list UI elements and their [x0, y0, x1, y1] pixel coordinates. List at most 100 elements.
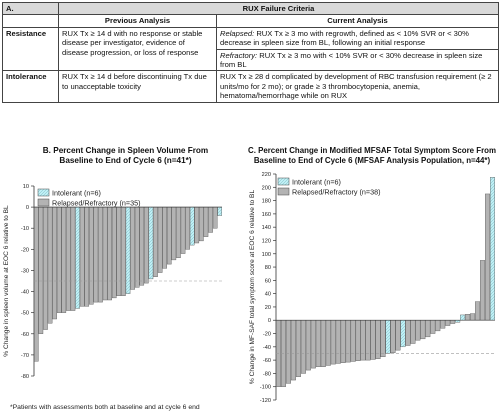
bar-relapsed-refractory — [212, 206, 218, 229]
legend-label-intolerant: Intolerant (n=6) — [52, 189, 101, 198]
y-tick-label: -20 — [21, 247, 29, 253]
bar-relapsed-refractory — [66, 206, 71, 311]
bar-relapsed-refractory — [350, 320, 356, 362]
panel-c-title: C. Percent Change in Modified MFSAF Tota… — [244, 146, 500, 166]
bar-relapsed-refractory — [470, 313, 476, 321]
bar-relapsed-refractory — [61, 206, 67, 313]
y-tick-label: -120 — [260, 398, 271, 402]
bar-relapsed-refractory — [290, 320, 296, 381]
y-tick-label: -10 — [21, 226, 29, 232]
bar-relapsed-refractory — [162, 206, 167, 269]
bar-relapsed-refractory — [465, 314, 471, 321]
legend: Intolerant (n=6)Relapsed/Refractory (n=3… — [37, 189, 141, 208]
y-tick-label: -60 — [21, 332, 29, 338]
y-tick-label: -70 — [21, 353, 29, 359]
y-axis-label: % Change in MF-SAF total symptom score a… — [249, 190, 256, 385]
bar-relapsed-refractory — [130, 206, 135, 290]
resistance-refractory: Refractory: RUX Tx ≥ 3 mo with < 10% SVR… — [217, 48, 498, 71]
bar-relapsed-refractory — [166, 206, 172, 265]
bar-relapsed-refractory — [34, 206, 39, 362]
legend-label-intolerant: Intolerant (n=6) — [292, 178, 341, 187]
bar-relapsed-refractory — [139, 206, 145, 286]
bar-relapsed-refractory — [52, 206, 57, 320]
bar-relapsed-refractory — [315, 320, 321, 367]
bar-relapsed-refractory — [305, 320, 311, 371]
bar-relapsed-refractory — [111, 206, 117, 299]
bar-relapsed-refractory — [70, 206, 76, 311]
bar-relapsed-refractory — [480, 260, 486, 321]
spleen-volume-waterfall-chart: 10 0 -10 -20 -30 -40 -50 -60 -70 -80 % Change in s… — [3, 184, 223, 380]
panel-a-label: A. — [2, 1, 59, 16]
bar-relapsed-refractory — [102, 206, 108, 301]
bar-intolerant — [125, 206, 131, 294]
bar-relapsed-refractory — [415, 320, 421, 341]
legend-swatch-relapsed — [37, 198, 50, 207]
bar-relapsed-refractory — [300, 320, 306, 374]
y-tick-label: 0 — [26, 205, 29, 211]
bar-relapsed-refractory — [340, 320, 346, 363]
bar-intolerant — [400, 320, 406, 348]
legend-label-relapsed: Relapsed/Refractory (n=35) — [52, 199, 141, 208]
bar-relapsed-refractory — [335, 320, 341, 364]
criteria-table: A. RUX Failure Criteria Previous Analysi… — [2, 1, 499, 103]
bar-relapsed-refractory — [375, 320, 381, 359]
symptom-score-waterfall-chart: 220200180160140120100806040200-20-40-60-… — [249, 172, 496, 402]
footnote: *Patients with assessments both at basel… — [10, 404, 200, 411]
criteria-table-header: A. RUX Failure Criteria — [2, 1, 499, 16]
bar-relapsed-refractory — [440, 320, 446, 329]
bar-relapsed-refractory — [355, 320, 361, 361]
bar-relapsed-refractory — [365, 320, 371, 361]
legend-label-relapsed: Relapsed/Refractory (n=38) — [292, 188, 381, 197]
bar-relapsed-refractory — [430, 320, 436, 334]
criteria-row-resistance: Resistance RUX Tx ≥ 14 d with no respons… — [2, 26, 499, 72]
y-tick-label: 180 — [262, 199, 271, 205]
bar-relapsed-refractory — [180, 206, 186, 254]
row-label-resistance: Resistance — [2, 26, 59, 72]
refractory-prefix: Refractory: — [220, 50, 258, 60]
y-tick-label: 10 — [23, 184, 29, 190]
bar-relapsed-refractory — [199, 206, 204, 242]
bar-relapsed-refractory — [47, 206, 53, 324]
bar-relapsed-refractory — [360, 320, 366, 361]
bar-relapsed-refractory — [485, 193, 491, 321]
bar-relapsed-refractory — [325, 320, 331, 366]
bar-relapsed-refractory — [116, 206, 122, 296]
panel-c-title-line1: C. Percent Change in Modified MFSAF Tota… — [248, 146, 496, 155]
bar-relapsed-refractory — [330, 320, 336, 365]
bar-relapsed-refractory — [176, 206, 181, 258]
y-tick-label: -50 — [21, 311, 29, 317]
bar-intolerant — [148, 206, 154, 280]
y-tick-label: 120 — [262, 238, 271, 244]
panel-b-title-line2: Baseline to End of Cycle 6 (n=41*) — [59, 156, 192, 165]
legend-swatch-relapsed — [277, 187, 290, 196]
bar-intolerant — [217, 206, 223, 216]
bar-relapsed-refractory — [171, 206, 177, 261]
bar-relapsed-refractory — [320, 320, 326, 367]
bar-relapsed-refractory — [107, 206, 112, 301]
bar-relapsed-refractory — [395, 320, 401, 351]
bar-relapsed-refractory — [185, 206, 190, 250]
bar-relapsed-refractory — [295, 320, 301, 377]
bar-relapsed-refractory — [157, 206, 163, 273]
bar-relapsed-refractory — [345, 320, 351, 363]
bar-relapsed-refractory — [203, 206, 209, 237]
bar-intolerant — [490, 177, 496, 321]
panel-b-title: B. Percent Change in Spleen Volume From … — [8, 146, 243, 166]
bar-intolerant — [75, 206, 80, 309]
bar-relapsed-refractory — [405, 320, 411, 346]
column-header-previous: Previous Analysis — [58, 14, 217, 28]
y-tick-label: 20 — [265, 305, 271, 311]
y-tick-label: 220 — [262, 172, 271, 178]
legend-swatch-intolerant — [277, 177, 290, 186]
bar-relapsed-refractory — [208, 206, 213, 233]
bar-relapsed-refractory — [390, 320, 396, 354]
bar-relapsed-refractory — [435, 320, 441, 332]
bar-relapsed-refractory — [475, 301, 481, 321]
bar-relapsed-refractory — [380, 320, 386, 358]
resistance-previous: RUX Tx ≥ 14 d with no response or stable… — [58, 26, 217, 72]
bar-intolerant — [455, 320, 461, 323]
bar-relapsed-refractory — [445, 320, 451, 326]
bar-relapsed-refractory — [153, 206, 158, 277]
refractory-text: RUX Tx ≥ 3 mo with < 10% SVR or < 30% de… — [220, 50, 483, 70]
relapsed-prefix: Relapsed: — [220, 28, 255, 38]
